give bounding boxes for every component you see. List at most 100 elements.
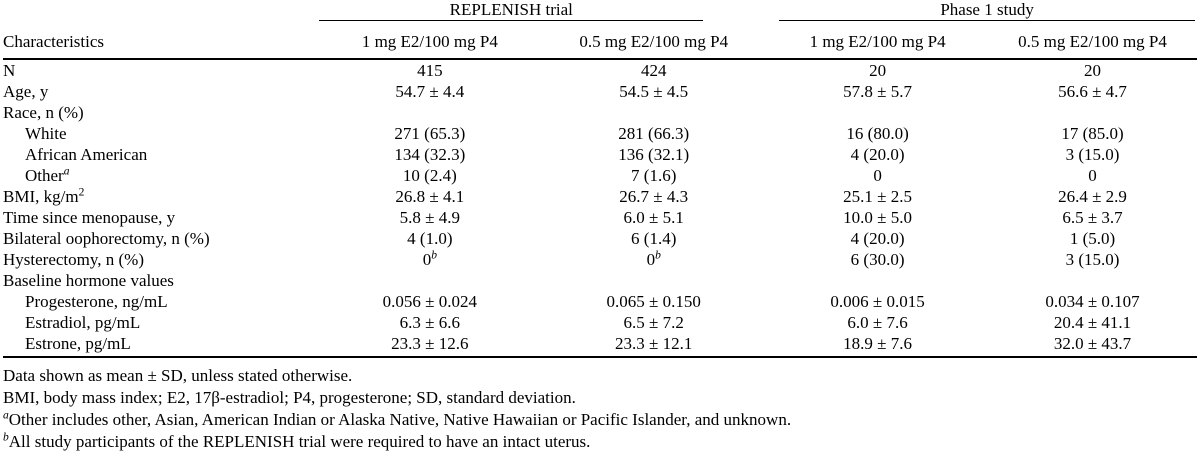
cell-value: 6.3 ± 6.6	[399, 313, 461, 332]
cell-value	[988, 102, 1197, 123]
footnote-marker: a	[3, 408, 9, 422]
cell-value: 6 (1.4)	[631, 229, 677, 248]
cell-value: 5.8 ± 4.9	[399, 208, 461, 227]
footnote-text: Other includes other, Asian, American In…	[8, 410, 792, 429]
row-label: Othera	[25, 164, 70, 185]
footnote-text: BMI, body mass index; E2, 17β-estradiol;…	[3, 388, 576, 407]
cell-value: 57.8 ± 5.7	[843, 82, 912, 101]
group-label-phase1-study: Phase 1 study	[940, 0, 1034, 19]
cell-value: 23.3 ± 12.1	[540, 333, 768, 358]
cell-value: 0.006 ± 0.015	[830, 292, 925, 311]
row-label: Baseline hormone values	[3, 271, 174, 290]
cell-value	[319, 270, 540, 291]
cell-value: 25.1 ± 2.5	[843, 187, 912, 206]
row-label: Bilateral oophorectomy, n (%)	[3, 229, 210, 248]
cell-value: 18.9 ± 7.6	[767, 333, 989, 358]
cell-value: 281 (66.3)	[618, 124, 690, 143]
cell-value: 271 (65.3)	[394, 124, 466, 143]
replenish-trial-underline: REPLENISH trial	[319, 0, 704, 21]
table-row: N 415 424 20 20	[3, 59, 1197, 81]
footnote-text: Data shown as mean ± SD, unless stated o…	[3, 366, 353, 385]
cell-value: 0b	[646, 248, 661, 269]
table-row: White 271 (65.3) 281 (66.3) 16 (80.0) 17 (85…	[3, 123, 1197, 144]
cell-value: 415	[417, 61, 443, 80]
table-body: N 415 424 20 20 Age, y 54.7 ± 4.4 54.5 ± 4.5 57.…	[3, 59, 1197, 358]
cell-value: 3 (15.0)	[1065, 145, 1120, 164]
cell-value: 4 (1.0)	[407, 229, 453, 248]
table-head: REPLENISH trial Phase 1 study Characteri…	[3, 1, 1197, 60]
cell-value: 54.7 ± 4.4	[395, 82, 465, 101]
baseline-characteristics-table: REPLENISH trial Phase 1 study Characteri…	[3, 1, 1197, 358]
cell-value: 26.7 ± 4.3	[619, 187, 689, 206]
col-header-replenish-05mg: 0.5 mg E2/100 mg P4	[540, 21, 768, 60]
cell-value: 54.5 ± 4.5	[619, 82, 689, 101]
cell-value: 6.5 ± 7.2	[623, 313, 684, 332]
table-row: Time since menopause, y 5.8 ± 4.9 6.0 ± 5.…	[3, 207, 1197, 228]
table-row: Race, n (%)	[3, 102, 1197, 123]
table-row: Estrone, pg/mL 23.3 ± 12.6 23.3 ± 12.1 18.9…	[3, 333, 1197, 358]
cell-value	[767, 102, 988, 123]
row-label: Progesterone, ng/mL	[25, 292, 168, 311]
cell-value: 1 (5.0)	[1069, 229, 1116, 248]
footnotes: Data shown as mean ± SD, unless stated o…	[3, 365, 1197, 453]
cell-value: 136 (32.1)	[618, 145, 690, 164]
cell-value: 23.3 ± 12.6	[319, 333, 541, 358]
cell-value: 17 (85.0)	[1061, 124, 1124, 143]
cell-value: 0.065 ± 0.150	[606, 292, 701, 311]
row-label: Estrone, pg/mL	[3, 333, 320, 358]
cell-value: 424	[640, 61, 667, 80]
cell-value: 20.4 ± 41.1	[1053, 313, 1132, 332]
cell-value: 26.4 ± 2.9	[1058, 187, 1127, 206]
cell-value	[767, 270, 988, 291]
cell-value: 56.6 ± 4.7	[1058, 82, 1127, 101]
sub-header-row: Characteristics 1 mg E2/100 mg P4 0.5 mg…	[3, 21, 1197, 60]
col-header-phase1-1mg: 1 mg E2/100 mg P4	[767, 21, 989, 60]
group-header-spacer	[3, 1, 319, 21]
cell-value: 3 (15.0)	[1065, 250, 1120, 269]
cell-value: 0b	[422, 248, 437, 269]
superscript-marker: b	[431, 248, 437, 262]
table-row: Bilateral oophorectomy, n (%) 4 (1.0) 6 (1…	[3, 228, 1197, 249]
table-row: Othera 10 (2.4) 7 (1.6) 0 0	[3, 165, 1197, 186]
table-row: Estradiol, pg/mL 6.3 ± 6.6 6.5 ± 7.2 6.0 ± …	[3, 312, 1197, 333]
table-row: BMI, kg/m2 26.8 ± 4.1 26.7 ± 4.3 25.1 ± 2.5…	[3, 186, 1197, 207]
cell-value: 4 (20.0)	[850, 229, 905, 248]
cell-value	[540, 102, 767, 123]
group-header-row: REPLENISH trial Phase 1 study	[3, 1, 1197, 21]
table-row: Hysterectomy, n (%) 0b 0b 6 (30.0) 3 (15.0)	[3, 249, 1197, 270]
group-header-phase1-study: Phase 1 study	[767, 1, 1197, 21]
table-row: African American 134 (32.3) 136 (32.1) 4 (2…	[3, 144, 1197, 165]
footnote-line: bAll study participants of the REPLENISH…	[3, 431, 1197, 453]
cell-value: 10.0 ± 5.0	[843, 208, 912, 227]
row-label: N	[3, 61, 16, 80]
row-label: Estradiol, pg/mL	[25, 313, 141, 332]
cell-value	[540, 270, 767, 291]
phase1-study-underline: Phase 1 study	[779, 1, 1195, 21]
col-header-phase1-05mg: 0.5 mg E2/100 mg P4	[988, 21, 1197, 60]
table-row: Age, y 54.7 ± 4.4 54.5 ± 4.5 57.8 ± 5.7 56.6…	[3, 81, 1197, 102]
group-header-replenish-trial: REPLENISH trial	[319, 1, 767, 21]
cell-value: 6.0 ± 7.6	[847, 313, 908, 332]
col-header-replenish-1mg: 1 mg E2/100 mg P4	[319, 21, 541, 60]
superscript-marker: a	[63, 164, 70, 178]
superscript-marker: b	[655, 248, 661, 262]
cell-value: 32.0 ± 43.7	[988, 333, 1197, 358]
cell-value: 20	[869, 61, 887, 80]
footnote-marker: b	[3, 430, 9, 444]
cell-value: 4 (20.0)	[850, 145, 905, 164]
row-label: African American	[25, 145, 148, 164]
row-label: White	[25, 124, 67, 143]
characteristics-column-header: Characteristics	[3, 21, 320, 60]
cell-value: 20	[1084, 61, 1101, 80]
superscript-marker: 2	[78, 185, 85, 199]
group-label-replenish-trial: REPLENISH trial	[449, 0, 573, 19]
row-label: Hysterectomy, n (%)	[3, 250, 144, 269]
row-label: BMI, kg/m2	[3, 185, 85, 206]
cell-value: 10 (2.4)	[402, 166, 457, 185]
table-row: Progesterone, ng/mL 0.056 ± 0.024 0.065 ± …	[3, 291, 1197, 312]
cell-value: 6.5 ± 3.7	[1062, 208, 1123, 227]
row-label: Race, n (%)	[3, 103, 84, 122]
row-label: Time since menopause, y	[3, 208, 176, 227]
cell-value: 16 (80.0)	[846, 124, 909, 143]
